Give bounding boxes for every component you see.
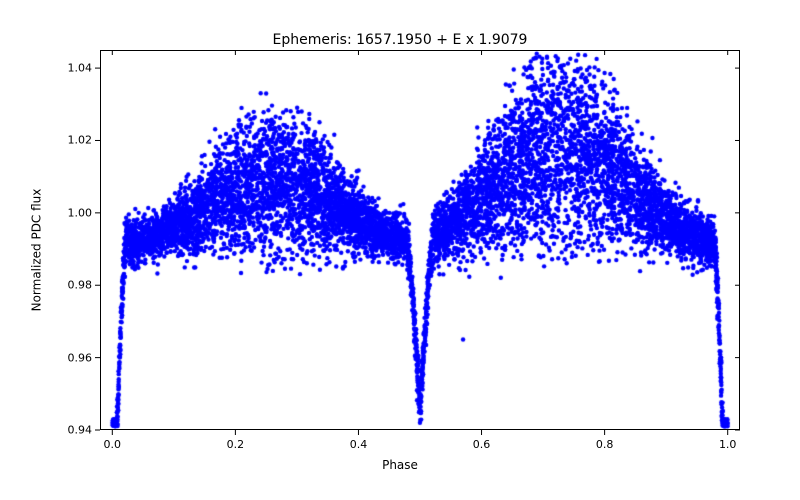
- x-tick-label: 0.4: [350, 438, 368, 451]
- y-tick-label: 0.98: [52, 279, 92, 292]
- x-tick-label: 1.0: [719, 438, 737, 451]
- y-tick-label: 0.96: [52, 351, 92, 364]
- y-tick-label: 0.94: [52, 424, 92, 437]
- x-tick-label: 0.8: [596, 438, 614, 451]
- y-tick-label: 1.04: [52, 62, 92, 75]
- y-tick-label: 1.00: [52, 206, 92, 219]
- x-tick-label: 0.6: [473, 438, 491, 451]
- x-axis-label: Phase: [0, 458, 800, 472]
- y-axis-label: Normalized PDC flux: [28, 0, 44, 500]
- x-tick-label: 0.2: [227, 438, 245, 451]
- plot-area: [100, 50, 740, 430]
- y-tick-label: 1.02: [52, 134, 92, 147]
- x-tick-label: 0.0: [104, 438, 122, 451]
- chart-title: Ephemeris: 1657.1950 + E x 1.9079: [0, 32, 800, 48]
- figure: Ephemeris: 1657.1950 + E x 1.9079 0.0 0.2…: [0, 0, 800, 500]
- y-axis-label-text: Normalized PDC flux: [29, 189, 43, 312]
